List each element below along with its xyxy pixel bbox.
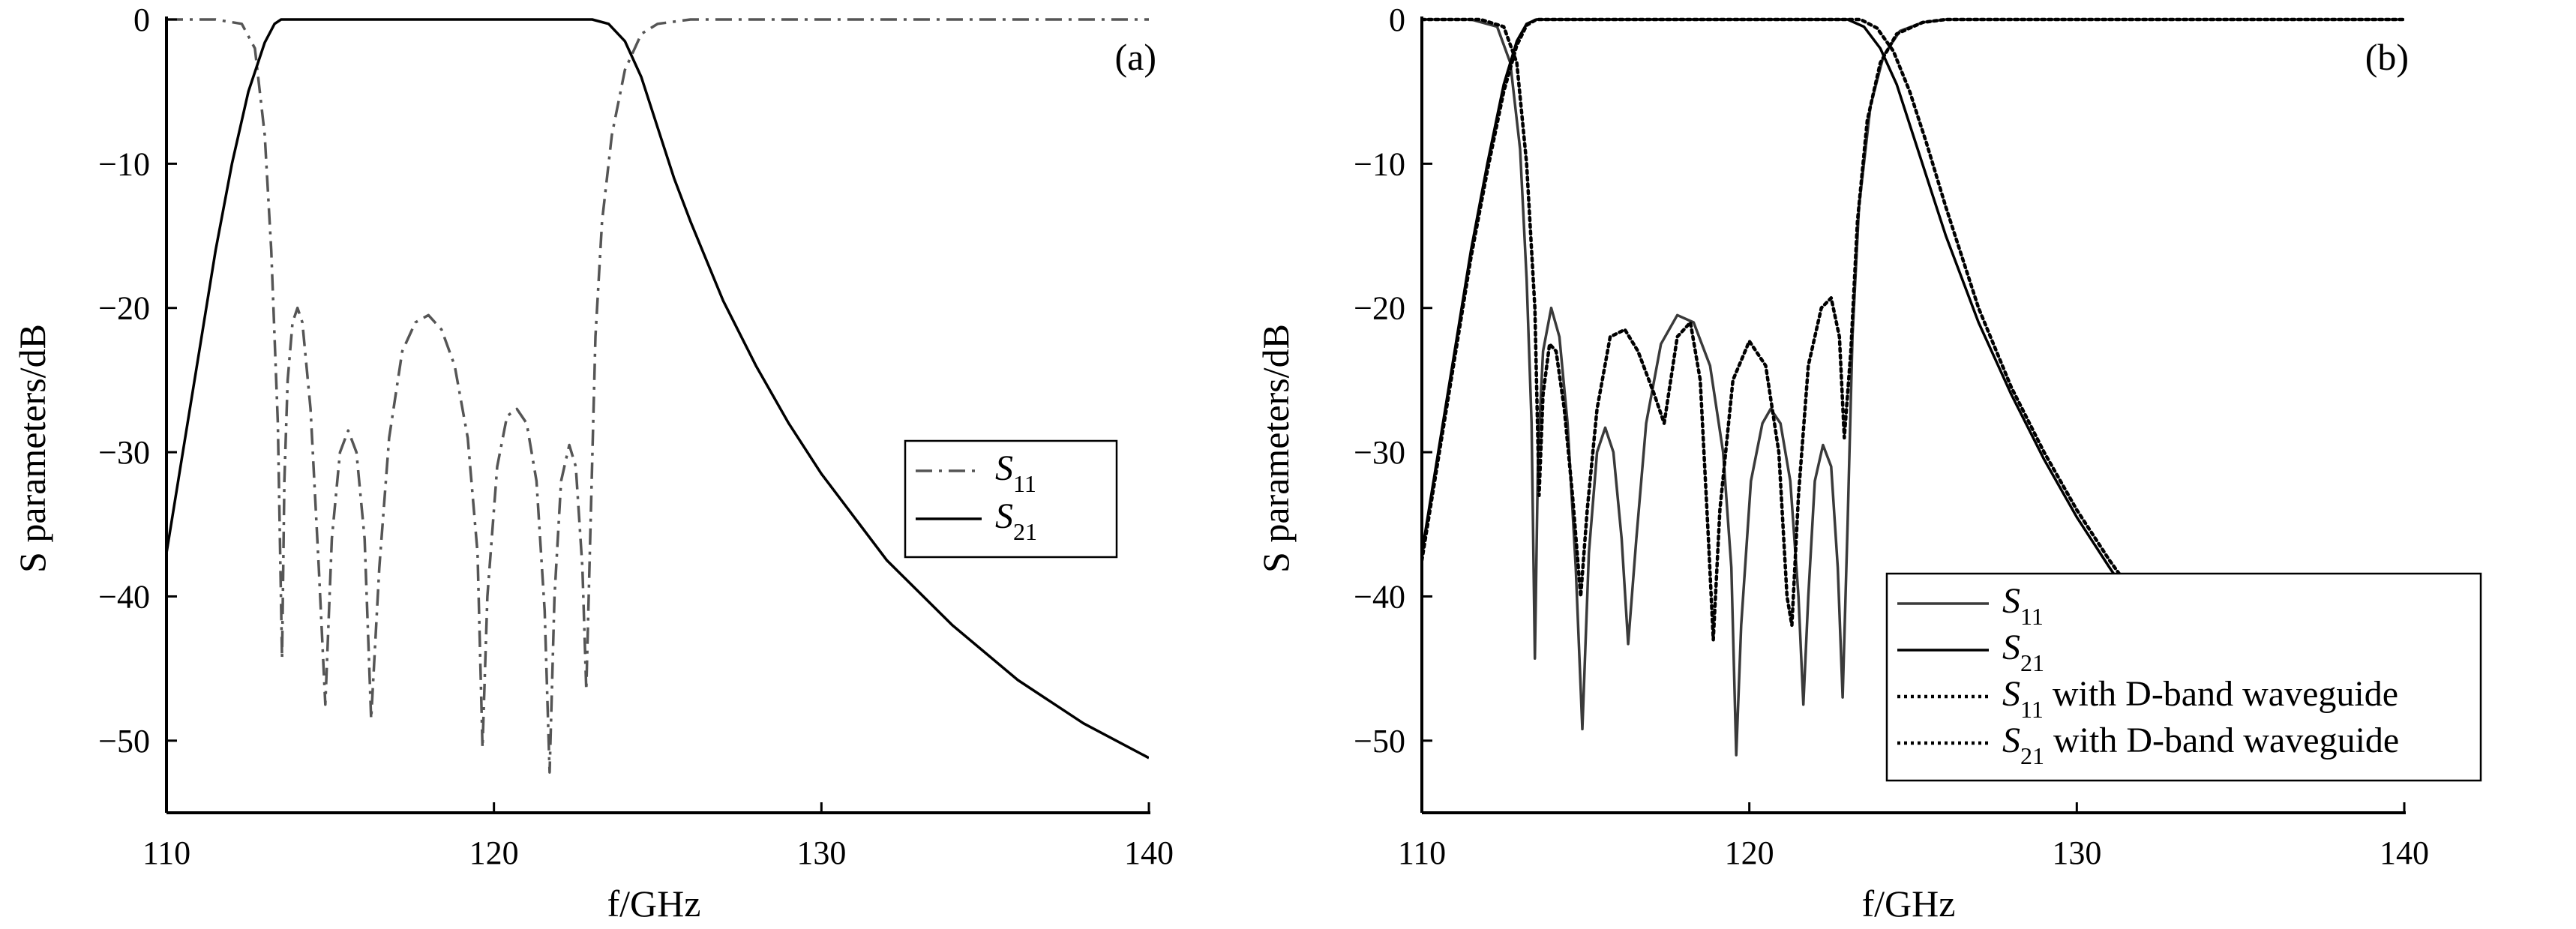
series-line (1422, 18, 2404, 757)
legend-label-subscript: 11 (2020, 603, 2044, 630)
legend-label-symbol: S (995, 496, 1013, 536)
y-tick-label: −20 (1354, 290, 1405, 327)
legend-box (904, 439, 1118, 559)
y-tick-label: −30 (1354, 434, 1405, 471)
y-tick-label: −50 (1354, 723, 1405, 760)
series-line (166, 18, 1149, 760)
legend-label: S11 (995, 448, 1036, 497)
legend-label-symbol: S (2002, 628, 2020, 667)
series-line (1422, 17, 2404, 642)
series-group (1422, 17, 2404, 757)
x-tick-label: 120 (1725, 835, 1774, 871)
x-axis-title: f/GHz (1862, 883, 1956, 925)
y-tick-label: −40 (98, 578, 150, 615)
legend-label: S21 (995, 496, 1037, 545)
legend-label-symbol: S (2002, 721, 2020, 760)
legend-label-subscript: 21 (2020, 649, 2044, 676)
chart-panel-b: S parameters/dB f/GHz (b) 0 −10 −20 −30 −40 −… (1255, 1, 2482, 925)
x-tick-label: 130 (796, 835, 846, 871)
series-line (1422, 17, 2138, 598)
panel-label: (a) (1115, 36, 1157, 78)
y-tick-label: 0 (1389, 1, 1405, 38)
panel-label: (b) (2365, 36, 2409, 78)
x-tick-label: 140 (2380, 835, 2429, 871)
legend-label-symbol: S (2002, 581, 2020, 621)
y-tick-label: −10 (98, 145, 150, 182)
y-tick-label: −10 (1354, 145, 1405, 182)
x-axis-title: f/GHz (607, 883, 701, 925)
x-tick-label: 130 (2052, 835, 2101, 871)
legend-box (1885, 572, 2482, 782)
y-tick-label: −20 (98, 290, 150, 327)
y-axis-title: S parameters/dB (1255, 324, 1297, 573)
series-group (166, 18, 1149, 774)
legend-label-symbol: S (995, 448, 1013, 488)
x-tick-label: 110 (142, 835, 190, 871)
legend-label-subscript: 21 (1013, 518, 1037, 545)
legend-label-symbol: S (2002, 674, 2020, 714)
x-tick-label: 140 (1124, 835, 1174, 871)
legend-label: S11 (2002, 581, 2044, 630)
legend-label-rest: with D-band waveguide (2044, 721, 2399, 760)
legend-label: S11 with D-band waveguide (2002, 674, 2398, 723)
y-tick-label: −50 (98, 723, 150, 760)
series-line (166, 18, 1149, 774)
y-tick-label: −30 (98, 434, 150, 471)
legend-label-subscript: 21 (2020, 742, 2044, 769)
x-tick-label: 120 (469, 835, 519, 871)
legend-label-rest: with D-band waveguide (2044, 674, 2398, 714)
y-axis-title: S parameters/dB (11, 324, 53, 573)
legend-label: S21 (2002, 628, 2044, 676)
y-tick-label: 0 (133, 1, 150, 38)
legend-label-subscript: 11 (1013, 470, 1036, 497)
legend-label: S21 with D-band waveguide (2002, 721, 2399, 769)
chart-panel-a: S parameters/dB f/GHz (a) 0 −10 −20 −30 −40 −… (11, 1, 1174, 925)
x-tick-label: 110 (1398, 835, 1446, 871)
y-tick-label: −40 (1354, 578, 1405, 615)
legend-label-subscript: 11 (2020, 696, 2044, 723)
